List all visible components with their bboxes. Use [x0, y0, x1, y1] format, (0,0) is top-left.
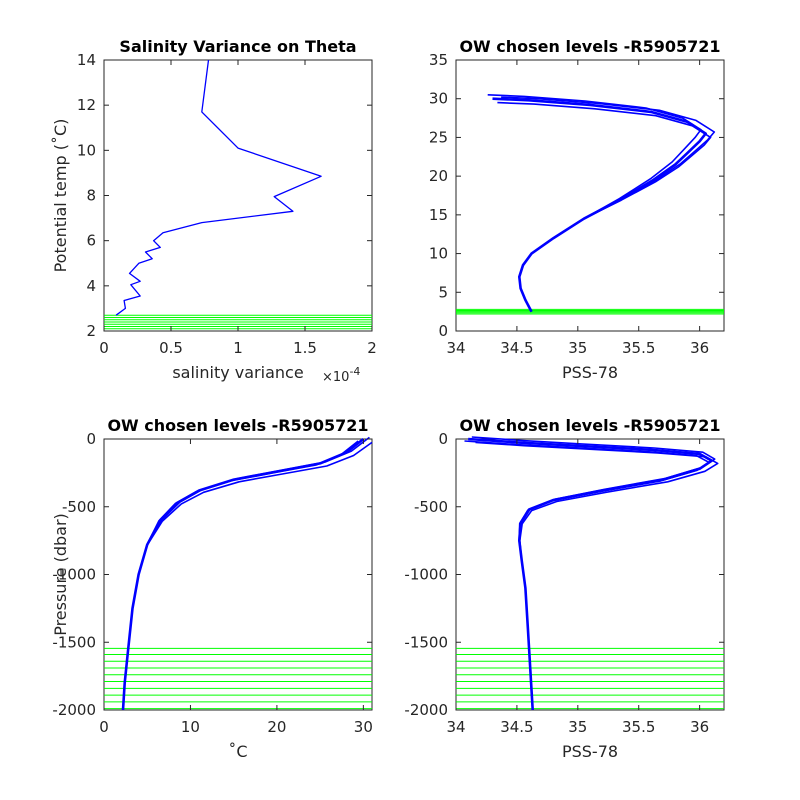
y-tick-label: -2000 [404, 701, 448, 719]
y-tick-label: 6 [86, 232, 96, 250]
y-tick-label: -1500 [52, 633, 96, 651]
x-tick-label: 34.5 [500, 339, 533, 357]
x-tick-label: 0 [99, 339, 109, 357]
chart-title: OW chosen levels -R5905721 [459, 37, 720, 56]
series-line [475, 441, 719, 711]
x-tick-label: 36 [690, 339, 709, 357]
chart-title: Salinity Variance on Theta [119, 37, 356, 56]
x-tick-label: 20 [267, 718, 286, 736]
x-axis-multiplier: ×10-4 [322, 365, 360, 385]
multiplier-base: ×10 [322, 370, 349, 385]
y-tick-label: 0 [86, 430, 96, 448]
x-tick-label: 0 [99, 718, 109, 736]
y-tick-label: -1000 [404, 566, 448, 584]
axes-box [455, 438, 725, 711]
axes-box [103, 59, 373, 332]
x-axis-label: PSS-78 [562, 742, 618, 761]
x-tick-label: 34 [446, 339, 465, 357]
y-tick-label: -500 [62, 498, 96, 516]
x-tick-label: 1 [233, 339, 243, 357]
y-tick-label: 35 [429, 51, 448, 69]
y-tick-label: 20 [429, 167, 448, 185]
subplot-1: 0 0.5 1 1.5 2 2 4 6 8 10 12 14 Salinity Variance on … [51, 37, 377, 385]
x-axis-label: ˚C [228, 742, 247, 761]
y-tick-label: 4 [86, 277, 96, 295]
series-line [122, 441, 373, 711]
x-tick-label: 1.5 [293, 339, 317, 357]
subplot-4: 34 34.5 35 35.5 36 -2000 -1500 -1000 -500 0 OW cho… [404, 416, 725, 761]
subplot-2: 34 34.5 35 35.5 36 0 5 10 15 20 25 30 35 OW chosen le… [429, 37, 725, 382]
y-tick-label: -2000 [52, 701, 96, 719]
x-tick-label: 35.5 [622, 339, 655, 357]
x-tick-label: 35 [568, 718, 587, 736]
y-tick-label: 15 [429, 206, 448, 224]
y-tick-label: 10 [77, 141, 96, 159]
y-tick-label: 14 [77, 51, 96, 69]
multiplier-exponent: -4 [349, 365, 360, 378]
series-line [115, 59, 322, 316]
y-tick-label: -500 [414, 498, 448, 516]
x-axis-label: salinity variance [172, 363, 303, 382]
x-axis-label: PSS-78 [562, 363, 618, 382]
y-axis-label: Potential temp (˚C) [51, 119, 70, 273]
y-tick-label: 10 [429, 245, 448, 263]
chart-title: OW chosen levels -R5905721 [107, 416, 368, 435]
y-tick-label: 0 [438, 430, 448, 448]
x-tick-label: 30 [354, 718, 373, 736]
y-tick-label: -1500 [404, 633, 448, 651]
y-tick-label: 5 [438, 283, 448, 301]
y-tick-label: 8 [86, 187, 96, 205]
series-line [501, 96, 716, 312]
y-tick-label: 25 [429, 128, 448, 146]
x-tick-label: 34.5 [500, 718, 533, 736]
x-tick-label: 10 [181, 718, 200, 736]
y-tick-label: 12 [77, 96, 96, 114]
y-tick-label: 0 [438, 322, 448, 340]
x-tick-label: 2 [367, 339, 377, 357]
axes-box [455, 59, 725, 332]
x-tick-label: 34 [446, 718, 465, 736]
x-tick-label: 35 [568, 339, 587, 357]
x-tick-label: 36 [690, 718, 709, 736]
y-axis-label: Pressure (dbar) [51, 513, 70, 636]
y-tick-label: 30 [429, 90, 448, 108]
y-tick-label: 2 [86, 322, 96, 340]
subplot-3: 0 10 20 30 -2000 -1500 -1000 -500 0 OW chosen lev… [51, 416, 373, 761]
chart-title: OW chosen levels -R5905721 [459, 416, 720, 435]
y-tick-label: -1000 [52, 566, 96, 584]
x-tick-label: 35.5 [622, 718, 655, 736]
x-tick-label: 0.5 [159, 339, 183, 357]
